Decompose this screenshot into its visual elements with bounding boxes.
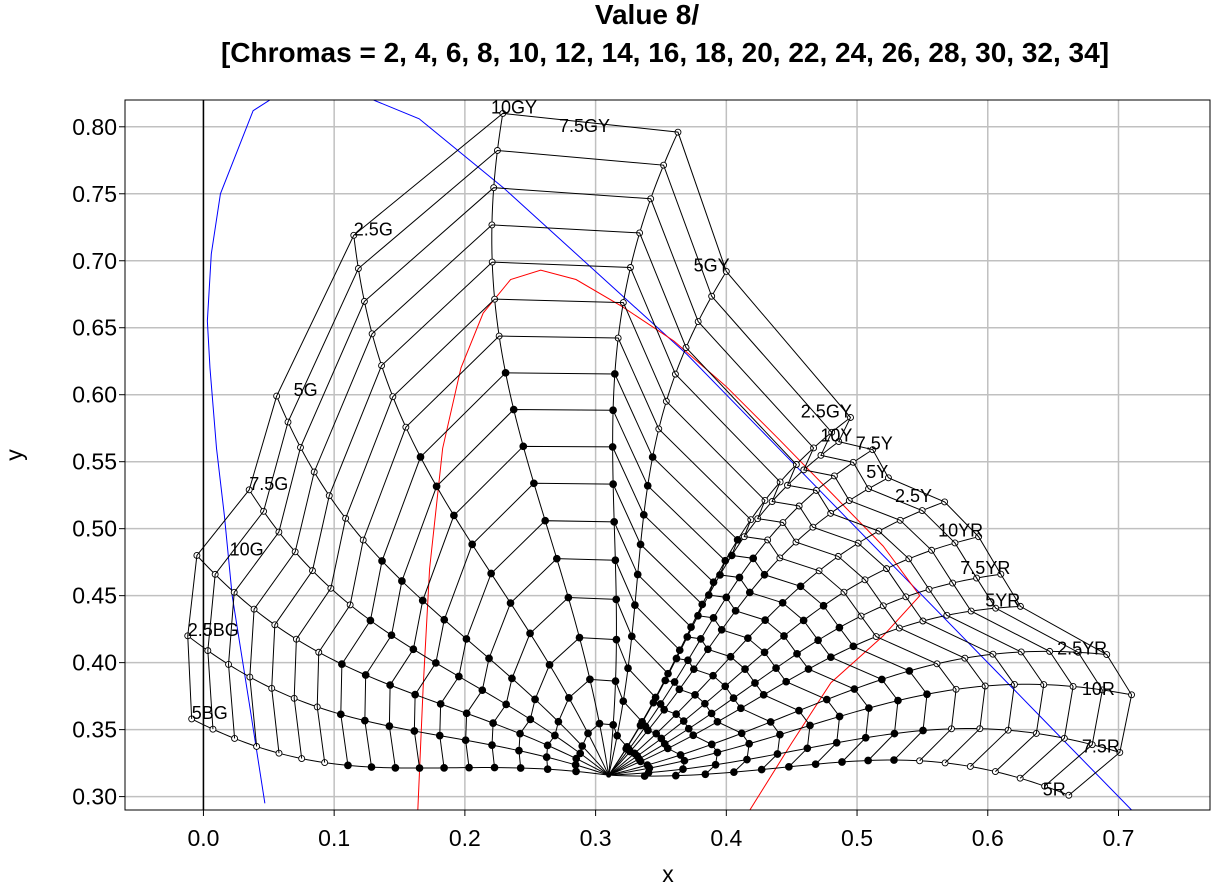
hue-line-2.5BG: [187, 635, 609, 776]
hue-line-10YR: [608, 536, 979, 776]
hue-line-7.5G: [248, 489, 609, 776]
hue-label-5G: 5G: [294, 380, 318, 400]
hue-label-7.5G: 7.5G: [249, 474, 288, 494]
y-tick-label: 0.55: [72, 449, 117, 475]
hue-label-10G: 10G: [230, 540, 264, 560]
hue-line-7.5Y: [608, 449, 873, 776]
hue-line-10GY: [491, 113, 610, 776]
x-tick-label: 0.3: [580, 825, 612, 851]
y-tick-label: 0.40: [72, 650, 117, 676]
chroma-ring-18: [364, 409, 899, 768]
hue-label-2.5BG: 2.5BG: [188, 620, 239, 640]
hue-label-5R: 5R: [1043, 779, 1066, 799]
y-axis-label: y: [1, 449, 27, 461]
hue-label-7.5GY: 7.5GY: [559, 116, 610, 136]
hue-line-5G: [276, 395, 610, 776]
y-tick-label: 0.70: [72, 248, 117, 274]
chroma-ring-2: [575, 723, 650, 777]
x-axis-label: x: [662, 861, 674, 886]
y-tick-label: 0.35: [72, 717, 117, 743]
hue-line-7.5R: [608, 728, 1120, 776]
hue-label-2.5Y: 2.5Y: [895, 486, 932, 506]
y-tick-label: 0.60: [72, 382, 117, 408]
chroma-ring-30: [228, 187, 1074, 779]
chroma-ring-4: [546, 678, 685, 777]
hue-label-7.5R: 7.5R: [1082, 736, 1120, 756]
grid-lines: [125, 100, 1210, 810]
x-tick-label: 0.0: [187, 825, 219, 851]
hue-label-5BG: 5BG: [192, 703, 228, 723]
hue-line-5Y: [608, 477, 889, 776]
plot-background: [125, 100, 1210, 810]
hue-label-10GY: 10GY: [491, 97, 537, 117]
chroma-ring-12: [439, 520, 811, 768]
x-tick-label: 0.5: [841, 825, 873, 851]
hue-line-5YR: [608, 605, 1021, 776]
chroma-ring-20: [340, 372, 928, 766]
hue-line-10R: [608, 683, 1132, 776]
hue-label-10R: 10R: [1082, 679, 1115, 699]
hue-line-7.5YR: [608, 573, 1001, 776]
chroma-ring-10: [465, 558, 781, 770]
macadam-limit: [417, 269, 921, 810]
hue-line-5BG: [191, 718, 609, 776]
hue-label-7.5Y: 7.5Y: [856, 434, 893, 454]
x-tick-label: 0.4: [710, 825, 742, 851]
hue-label-5Y: 5Y: [866, 462, 888, 482]
y-tick-label: 0.65: [72, 315, 117, 341]
hue-line-2.5G: [353, 235, 610, 776]
hue-label-5YR: 5YR: [985, 590, 1020, 610]
chroma-ring-34: [187, 112, 1133, 796]
y-tick-label: 0.45: [72, 583, 117, 609]
chroma-ring-16: [388, 445, 870, 768]
chart-title: Value 8/: [595, 0, 700, 30]
chroma-ring-28: [249, 224, 1045, 772]
chroma-ring-6: [518, 637, 718, 775]
hue-label-2.5G: 2.5G: [354, 219, 393, 239]
hue-label-10Y: 10Y: [820, 426, 852, 446]
chroma-ring-26: [271, 261, 1015, 767]
hue-label-2.5GY: 2.5GY: [801, 402, 852, 422]
y-tick-labels: 0.30 0.35 0.40 0.45 0.50 0.55 0.60 0.65 0.70 0.75…: [72, 114, 117, 810]
hue-line-7.5GY: [608, 131, 679, 776]
y-tick-label: 0.50: [72, 516, 117, 542]
chroma-ring-24: [293, 298, 986, 764]
y-tick-label: 0.80: [72, 114, 117, 140]
hue-label-7.5YR: 7.5YR: [960, 558, 1010, 578]
axes: [119, 100, 1119, 816]
x-tick-label: 0.7: [1103, 825, 1135, 851]
hue-line-2.5YR: [608, 650, 1107, 776]
hue-line-5R: [608, 759, 1070, 796]
x-tick-label: 0.1: [318, 825, 350, 851]
hue-label-5GY: 5GY: [694, 256, 730, 276]
x-tick-label: 0.2: [449, 825, 481, 851]
y-tick-label: 0.75: [72, 181, 117, 207]
chart-subtitle: [Chromas = 2, 4, 6, 8, 10, 12, 14, 16, 1…: [221, 37, 1109, 68]
chroma-ring-8: [491, 597, 750, 773]
x-tick-label: 0.6: [972, 825, 1004, 851]
chroma-ring-32: [207, 149, 1103, 787]
y-tick-label: 0.30: [72, 784, 117, 810]
hue-line-10G: [196, 555, 609, 776]
hue-label-10YR: 10YR: [938, 521, 983, 541]
chroma-ring-22: [316, 335, 957, 763]
white-point: [606, 772, 612, 778]
plot-frame: [124, 99, 1211, 811]
x-tick-labels: 0.0 0.1 0.2 0.3 0.4 0.5 0.6 0.7: [187, 825, 1134, 851]
hue-label-2.5YR: 2.5YR: [1057, 639, 1107, 659]
chroma-ring-14: [413, 482, 841, 769]
hue-line-5GY: [608, 271, 727, 776]
hue-chroma-grid: [184, 100, 1136, 810]
hue-line-2.5Y: [608, 501, 945, 776]
